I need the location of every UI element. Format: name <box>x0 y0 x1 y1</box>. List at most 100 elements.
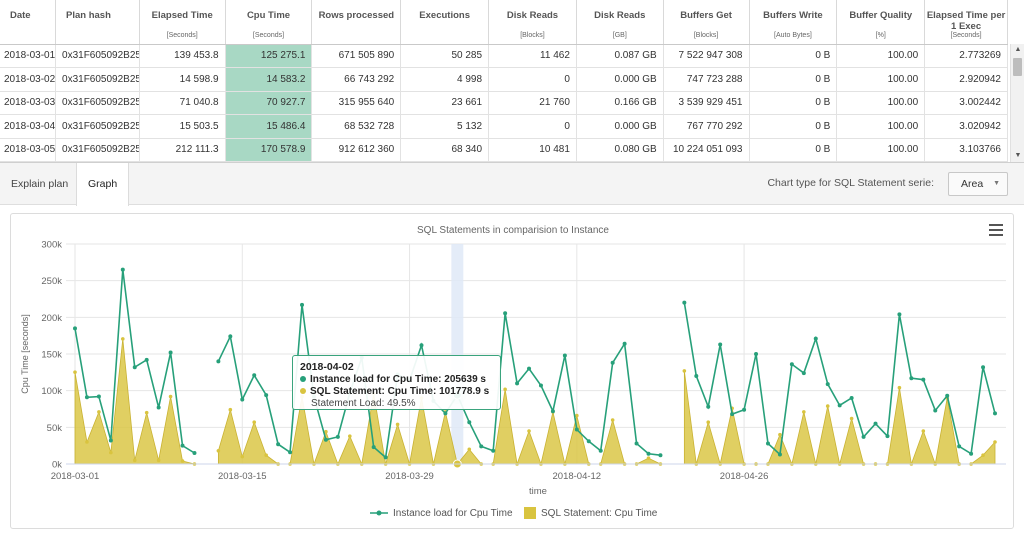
column-header[interactable]: Elapsed Time [Seconds] <box>139 0 226 45</box>
column-header-unit: [Seconds] <box>252 31 285 39</box>
table-cell: 100.00 <box>836 91 926 115</box>
table-cell: 100.00 <box>836 44 926 68</box>
column-header[interactable]: Date <box>0 0 57 45</box>
table-cell: 0x31F605092B25 <box>55 114 140 139</box>
column-header-label: Plan hash <box>66 10 111 21</box>
table-cell: 170 578.9 <box>225 138 313 162</box>
chart-menu-icon[interactable] <box>989 224 1003 236</box>
statement-point <box>610 418 615 422</box>
column-header[interactable]: Buffer Quality [%] <box>836 0 926 45</box>
instance-point <box>634 441 639 446</box>
table-cell: 68 340 <box>400 138 490 162</box>
x-axis-label: time <box>529 486 547 497</box>
instance-point <box>84 395 89 400</box>
table-cell: 0.000 GB <box>576 114 664 139</box>
y-tick-label: 250k <box>41 276 62 287</box>
column-header-label: Disk Reads <box>594 10 646 21</box>
instance-point <box>861 434 866 439</box>
instance-point <box>694 374 699 378</box>
statement-point <box>264 453 268 457</box>
table-cell: 2018-03-04 <box>0 114 57 139</box>
scrollbar-thumb[interactable] <box>1013 58 1022 76</box>
instance-point <box>777 452 782 457</box>
tooltip-date: 2018-04-02 <box>300 361 354 373</box>
column-header[interactable]: Disk Reads [Blocks] <box>488 0 577 45</box>
table-cell: 7 522 947 308 <box>663 44 750 68</box>
legend-instance-label: Instance load for Cpu Time <box>393 508 513 519</box>
column-header-label: Buffers Get <box>680 10 732 21</box>
column-header[interactable]: Elapsed Time per 1 Exec [Seconds] <box>924 0 1008 45</box>
statement-point <box>120 337 125 341</box>
column-header-label: Disk Reads <box>506 10 559 21</box>
chart-title: SQL Statements in comparision to Instanc… <box>417 225 609 236</box>
statement-point <box>503 387 507 392</box>
instance-point <box>467 420 472 425</box>
instance-point <box>503 311 508 316</box>
instance-point <box>264 393 269 398</box>
statement-point <box>109 450 113 455</box>
instance-point <box>240 397 245 402</box>
instance-point <box>132 365 137 370</box>
statement-point <box>682 369 687 373</box>
column-header[interactable]: Executions <box>400 0 490 45</box>
instance-point <box>789 362 794 367</box>
column-header-unit: [Seconds] <box>166 31 198 39</box>
table-body: 2018-03-01 0x31F605092B25 139 453.8 125 275… <box>0 44 1008 162</box>
table-cell: 0.000 GB <box>576 67 664 92</box>
scroll-down-arrow-icon[interactable]: ▼ <box>1014 152 1022 159</box>
tooltip-load-value: 49.5% <box>387 398 416 409</box>
table-row[interactable]: 2018-03-03 0x31F605092B25 71 040.8 70 927.7… <box>0 91 1008 115</box>
table-cell: 11 462 <box>488 44 577 68</box>
instance-point <box>252 373 257 378</box>
column-header-label: Cpu Time <box>246 10 291 21</box>
instance-point <box>120 267 125 272</box>
statement-point <box>981 453 985 457</box>
instance-point <box>586 439 591 444</box>
table-cell: 71 040.8 <box>139 91 226 115</box>
table-cell: 3 539 929 451 <box>663 91 750 115</box>
instance-point <box>335 434 340 439</box>
column-header[interactable]: Disk Reads [GB] <box>576 0 664 45</box>
column-header[interactable]: Buffers Write [Auto Bytes] <box>749 0 838 45</box>
table-cell: 3.103766 <box>924 138 1008 162</box>
column-header-label: Buffer Quality <box>849 10 913 21</box>
tab-explain-plan[interactable]: Explain plan <box>11 178 69 190</box>
instance-point <box>574 427 579 432</box>
table-row[interactable]: 2018-03-05 0x31F605092B25 212 111.3 170 578… <box>0 138 1008 162</box>
chart-type-select[interactable]: Area ▼ <box>948 172 1008 196</box>
statement-point <box>228 407 233 412</box>
sql-stats-grid: Date Plan hash Elapsed Time [Seconds] Cpu Ti… <box>0 0 1024 163</box>
table-row[interactable]: 2018-03-04 0x31F605092B25 15 503.5 15 486.4… <box>0 114 1008 139</box>
y-tick-label: 50k <box>47 423 63 434</box>
tab-graph[interactable]: Graph <box>76 163 130 206</box>
column-header-unit: [GB] <box>612 31 627 39</box>
table-cell: 0 B <box>749 67 838 92</box>
scroll-up-arrow-icon[interactable]: ▲ <box>1014 46 1022 53</box>
column-header[interactable]: Rows processed <box>311 0 402 45</box>
table-cell: 3.020942 <box>924 114 1008 139</box>
instance-point <box>801 371 806 376</box>
table-cell: 10 481 <box>488 138 577 162</box>
column-header[interactable]: Cpu Time [Seconds] <box>225 0 313 45</box>
table-cell: 2018-03-05 <box>0 138 57 162</box>
table-row[interactable]: 2018-03-01 0x31F605092B25 139 453.8 125 275… <box>0 44 1008 68</box>
instance-point <box>682 300 687 305</box>
table-cell: 3.002442 <box>924 91 1008 115</box>
instance-point <box>276 442 281 447</box>
statement-point <box>252 420 257 424</box>
instance-point <box>933 408 938 413</box>
tooltip-instance-row: Instance load for Cpu Time: 205639 s <box>300 374 493 386</box>
table-row[interactable]: 2018-03-02 0x31F605092B25 14 598.9 14 583.2… <box>0 67 1008 92</box>
table-scrollbar[interactable]: ▲ ▼ <box>1010 44 1024 162</box>
column-header[interactable]: Buffers Get [Blocks] <box>663 0 750 45</box>
instance-point <box>228 334 233 339</box>
table-cell: 0.087 GB <box>576 44 664 68</box>
instance-point <box>909 376 914 381</box>
instance-point <box>562 353 567 358</box>
statement-point <box>144 410 149 415</box>
tooltip-instance-label: Instance load for Cpu Time: <box>310 374 442 385</box>
tooltip-load-label: Statement Load: <box>311 398 385 409</box>
table-cell: 2.920942 <box>924 67 1008 92</box>
column-header[interactable]: Plan hash <box>55 0 140 45</box>
table-cell: 70 927.7 <box>225 91 313 115</box>
